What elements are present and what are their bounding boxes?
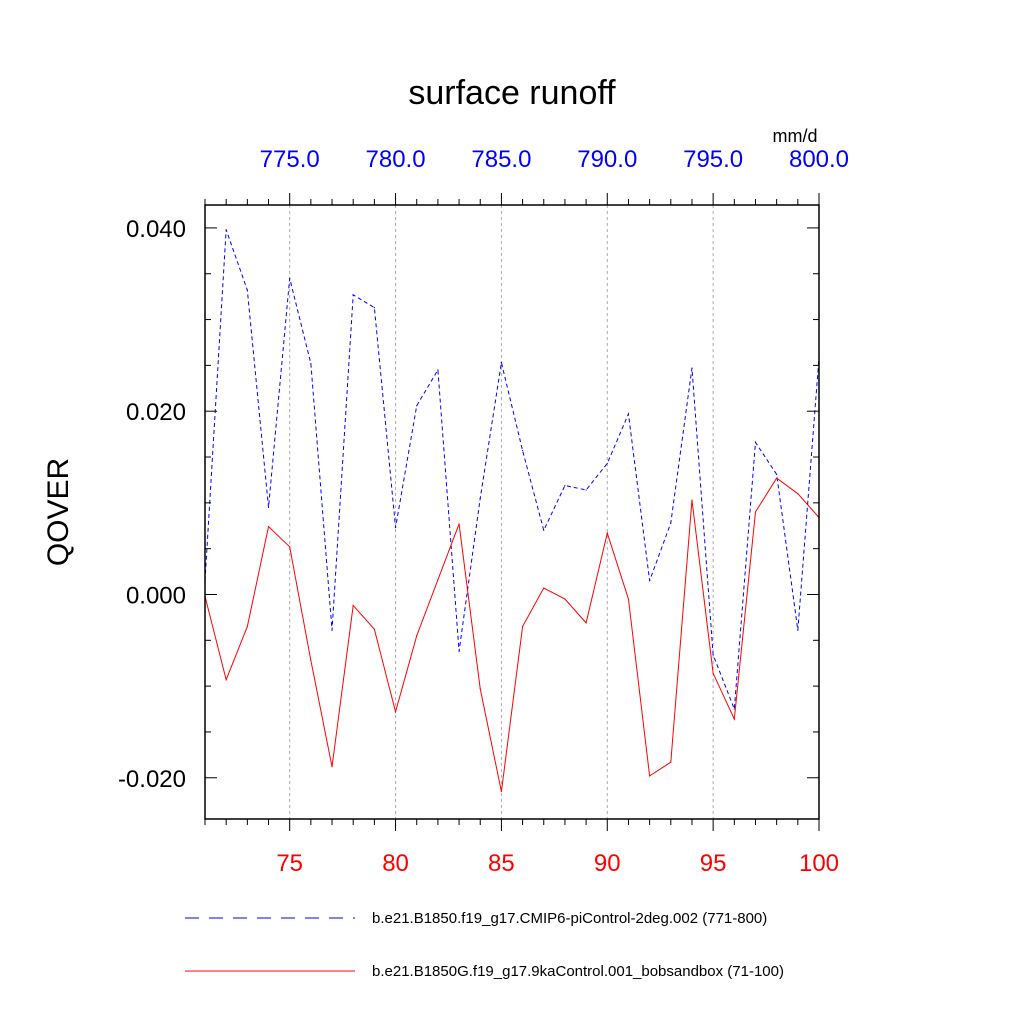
x-bottom-tick-label: 75: [276, 850, 303, 877]
x-top-tick-label: 775.0: [260, 146, 320, 173]
data-point: [225, 679, 227, 681]
legend: b.e21.B1850.f19_g17.CMIP6-piControl-2deg…: [185, 910, 784, 980]
data-point: [754, 441, 757, 443]
data-point: [627, 413, 630, 415]
data-point: [331, 629, 333, 631]
data-point: [352, 604, 354, 607]
data-point: [310, 659, 312, 662]
x-bottom-tick-label: 80: [382, 850, 409, 877]
x-top-tick-label: 785.0: [471, 146, 531, 173]
data-point: [585, 489, 587, 491]
series-line-blue: [204, 229, 820, 710]
data-point: [373, 628, 375, 630]
data-point: [797, 629, 799, 631]
data-point: [394, 526, 397, 529]
y-tick-label: 0.020: [126, 399, 186, 426]
data-point: [373, 307, 375, 309]
x-top-tick-label: 780.0: [366, 146, 426, 173]
data-point: [585, 622, 587, 624]
data-point: [479, 688, 481, 690]
data-point: [733, 718, 735, 720]
data-point: [500, 362, 503, 364]
series-layer: [204, 229, 820, 793]
x-top-tick-label: 800.0: [789, 146, 849, 173]
data-point: [754, 511, 757, 513]
data-point: [712, 654, 714, 656]
y-axis-label: QOVER: [42, 458, 75, 566]
data-point: [543, 529, 545, 531]
data-point: [267, 526, 270, 528]
legend-label-red: b.e21.B1850G.f19_g17.9kaControl.001_bobs…: [372, 963, 784, 980]
data-point: [521, 450, 524, 452]
data-point: [416, 405, 418, 407]
data-point: [458, 523, 460, 525]
data-point: [352, 294, 354, 296]
plot-frame: [204, 204, 820, 820]
y-tick-label: -0.020: [118, 766, 186, 793]
x-bottom-tick-label: 100: [799, 850, 839, 877]
data-point: [670, 761, 672, 763]
x-top-tick-label: 795.0: [683, 146, 743, 173]
data-point: [649, 580, 651, 582]
data-point: [521, 625, 524, 628]
data-point: [649, 775, 651, 777]
data-point: [797, 493, 799, 495]
y-tick-label: 0.040: [126, 216, 186, 243]
x-bottom-tick-label: 90: [594, 850, 621, 877]
chart-title: surface runoff: [408, 74, 616, 112]
data-point: [691, 499, 693, 501]
data-point: [289, 277, 291, 279]
y-tick-label: 0.000: [126, 582, 186, 609]
data-point: [543, 587, 545, 589]
x-top-tick-label: 790.0: [577, 146, 637, 173]
data-point: [437, 579, 439, 581]
data-point: [458, 650, 460, 652]
grid: [289, 205, 714, 819]
data-point: [733, 708, 735, 710]
data-point: [606, 462, 608, 465]
data-point: [310, 362, 312, 365]
data-point: [500, 790, 503, 793]
tick-marks: [204, 193, 820, 831]
data-point: [479, 497, 481, 499]
data-point: [331, 766, 333, 768]
tick-labels: -0.020 0.000 0.020 0.040 75 80 85 90 95 100 775.0 7…: [118, 146, 849, 877]
series-line-red: [204, 477, 820, 792]
data-point: [776, 477, 778, 479]
data-point: [627, 598, 630, 600]
data-point: [416, 635, 418, 637]
data-point: [564, 598, 566, 600]
units-label: mm/d: [773, 126, 818, 146]
legend-label-blue: b.e21.B1850.f19_g17.CMIP6-piControl-2deg…: [372, 910, 767, 927]
x-bottom-tick-label: 85: [488, 850, 515, 877]
data-point: [246, 289, 248, 291]
data-point: [437, 369, 439, 371]
data-point: [776, 473, 778, 476]
data-point: [606, 532, 608, 534]
data-point: [670, 522, 672, 524]
data-point: [246, 625, 248, 628]
x-bottom-tick-label: 95: [700, 850, 727, 877]
data-point: [225, 229, 227, 231]
data-point: [394, 711, 397, 713]
data-point: [691, 367, 693, 369]
data-point: [712, 672, 714, 674]
data-point: [267, 506, 270, 509]
data-point: [289, 546, 291, 548]
data-point: [564, 484, 566, 487]
